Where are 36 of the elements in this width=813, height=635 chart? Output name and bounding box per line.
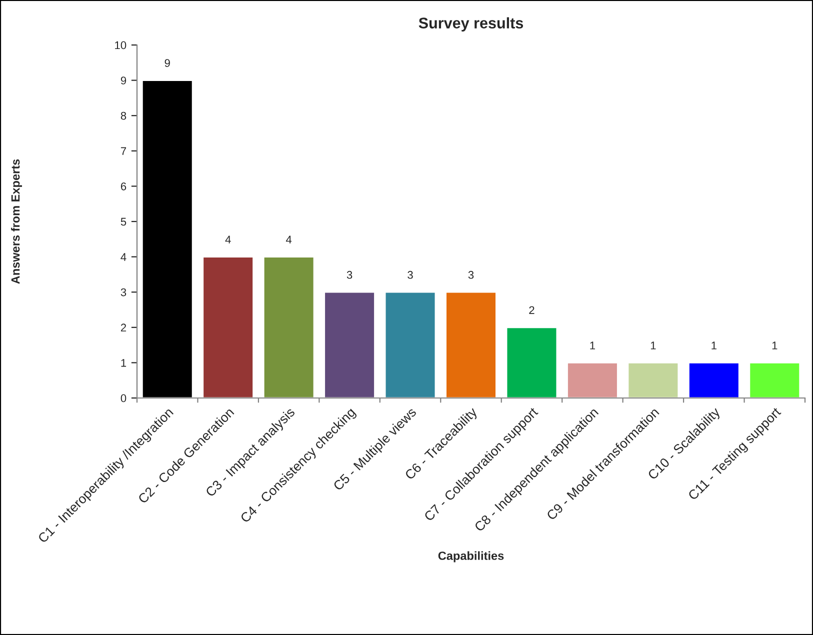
y-tick-label: 6 — [120, 182, 126, 190]
data-label: 9 — [164, 59, 170, 67]
y-tick-label: 3 — [120, 288, 126, 296]
bar — [506, 326, 558, 398]
x-axis-title: Capabilities — [438, 551, 504, 562]
data-label: 1 — [772, 342, 778, 350]
bar — [627, 362, 680, 398]
y-tick-label: 7 — [120, 147, 126, 155]
data-label: 1 — [712, 342, 716, 350]
data-label: 1 — [590, 342, 595, 350]
bar — [688, 362, 740, 398]
y-tick-label: 4 — [120, 253, 126, 261]
bar — [748, 362, 801, 398]
y-tick-label: 5 — [120, 218, 126, 226]
data-label: 4 — [225, 236, 231, 244]
bar — [566, 362, 618, 398]
data-label: 3 — [468, 270, 474, 279]
bar — [384, 291, 436, 398]
y-tick-label: 0 — [120, 394, 126, 402]
data-label: 4 — [286, 236, 292, 244]
bar — [141, 80, 194, 398]
bar — [262, 256, 315, 398]
bar — [202, 256, 254, 398]
y-axis-title: Answers from Experts — [10, 159, 22, 284]
chart-title: Survey results — [418, 17, 524, 32]
bar — [324, 291, 376, 398]
bar — [445, 291, 497, 398]
y-tick-label: 2 — [120, 324, 126, 332]
y-tick-label: 1 — [121, 359, 126, 367]
y-tick-label: 8 — [120, 112, 126, 120]
data-label: 1 — [650, 342, 656, 350]
data-label: 3 — [346, 270, 352, 279]
data-label: 3 — [408, 270, 413, 279]
y-tick-label: 10 — [115, 41, 126, 50]
data-label: 2 — [529, 306, 534, 314]
y-tick-label: 9 — [120, 76, 126, 84]
